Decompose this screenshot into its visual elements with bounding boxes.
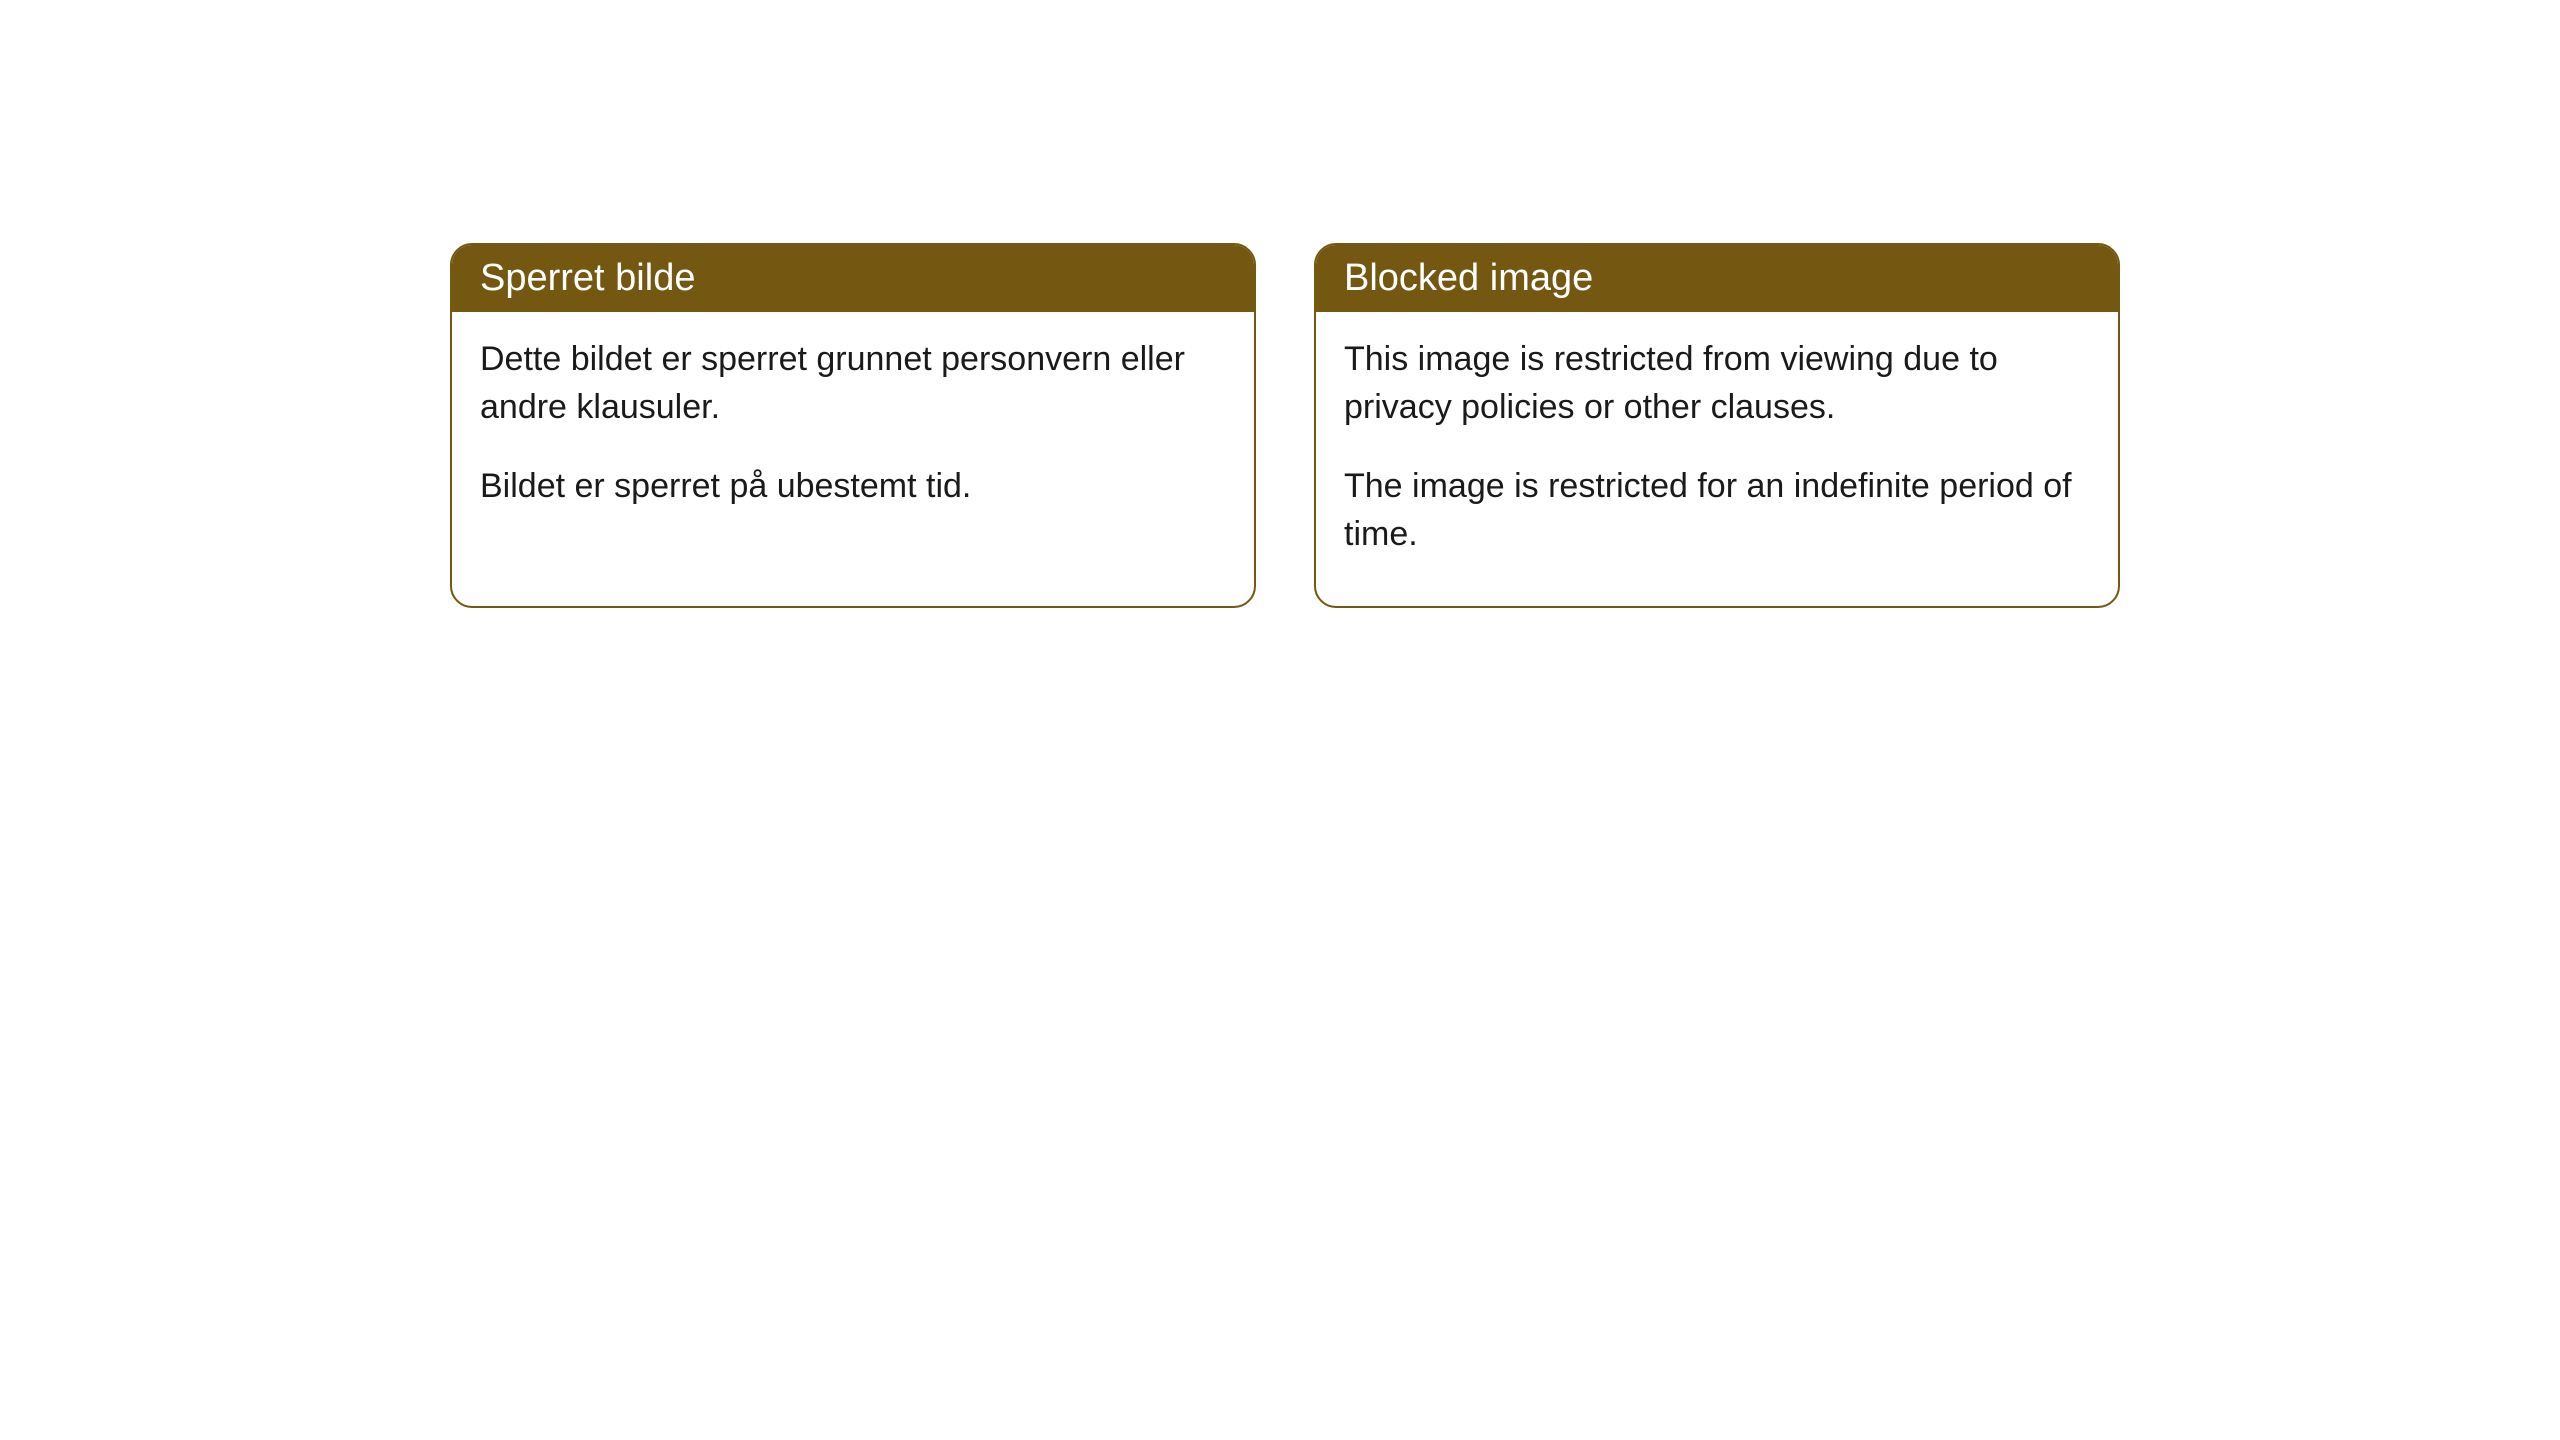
card-header: Blocked image <box>1316 245 2118 312</box>
card-body: Dette bildet er sperret grunnet personve… <box>452 312 1254 559</box>
card-paragraph: The image is restricted for an indefinit… <box>1344 463 2090 558</box>
info-cards-container: Sperret bilde Dette bildet er sperret gr… <box>450 243 2120 608</box>
card-title: Sperret bilde <box>480 257 695 299</box>
card-title: Blocked image <box>1344 257 1593 299</box>
card-paragraph: Dette bildet er sperret grunnet personve… <box>480 336 1226 431</box>
blocked-image-card-no: Sperret bilde Dette bildet er sperret gr… <box>450 243 1256 608</box>
card-header: Sperret bilde <box>452 245 1254 312</box>
card-paragraph: Bildet er sperret på ubestemt tid. <box>480 463 1226 511</box>
card-body: This image is restricted from viewing du… <box>1316 312 2118 606</box>
blocked-image-card-en: Blocked image This image is restricted f… <box>1314 243 2120 608</box>
card-paragraph: This image is restricted from viewing du… <box>1344 336 2090 431</box>
